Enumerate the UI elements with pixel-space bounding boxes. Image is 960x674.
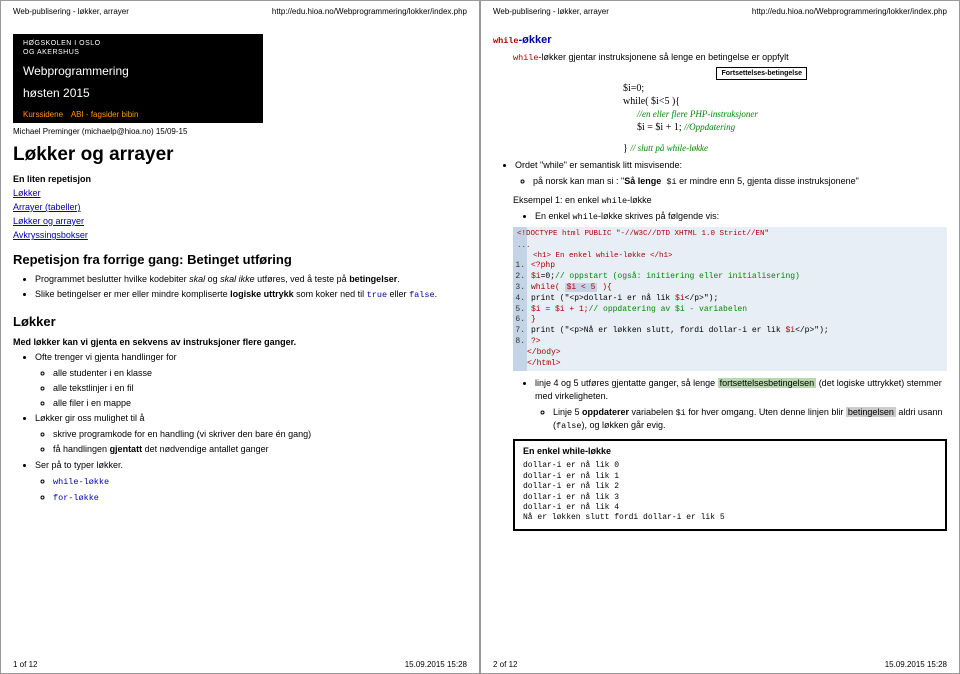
page-title: Løkker og arrayer [13, 144, 467, 166]
syntax-line: $i = $i + 1; //Oppdatering [637, 121, 947, 134]
code-line: print ("<p>Nå er løkken slutt, fordi dol… [527, 326, 947, 337]
example-1-note: En enkel while-løkke skrives på følgende… [535, 210, 947, 223]
list-item: Ordet "while" er semantisk litt misvisen… [515, 159, 947, 171]
code-line: $i=0;// oppstart (også: initiering eller… [527, 272, 947, 283]
list-item: alle studenter i en klasse [53, 367, 467, 379]
output-line: dollar-i er nå lik 1 [523, 472, 937, 482]
list-item: Ser på to typer løkker. [35, 459, 467, 471]
code-h1: <h1> En enkel while-løkke </h1> [513, 251, 947, 261]
syntax-line: } // slutt på while-løkke [623, 142, 947, 155]
header-left: Web-publisering - løkker, arrayer [493, 7, 609, 16]
page-2: Web-publisering - løkker, arrayer http:/… [480, 0, 960, 674]
page-footer: 1 of 12 15.09.2015 15:28 [13, 660, 467, 669]
header-right: http://edu.hioa.no/Webprogrammering/lokk… [752, 7, 947, 16]
code-line: </html> [513, 359, 947, 372]
banner-link-2[interactable]: ABI - fagsider bibin [71, 110, 139, 119]
while-notes: Ordet "while" er semantisk litt misvisen… [515, 159, 947, 189]
syntax-line: $i=0; [623, 82, 947, 95]
list-item: while-løkke [53, 475, 467, 488]
toc-link-3[interactable]: Løkker og arrayer [13, 216, 467, 226]
page-header: Web-publisering - løkker, arrayer http:/… [493, 7, 947, 16]
output-box: En enkel while-løkke dollar-i er nå lik … [513, 439, 947, 531]
code-dots: ... [513, 241, 947, 251]
list-item: Programmet beslutter hvilke kodebiter sk… [35, 273, 467, 285]
list-item: alle tekstlinjer i en fil [53, 382, 467, 394]
page-header: Web-publisering - løkker, arrayer http:/… [13, 7, 467, 16]
toc-link-2[interactable]: Arrayer (tabeller) [13, 202, 467, 212]
banner-logo-line2: OG AKERSHUS [23, 49, 253, 56]
heading-loops: Løkker [13, 314, 467, 329]
header-right: http://edu.hioa.no/Webprogrammering/lokk… [272, 7, 467, 16]
output-line: Nå er løkken slutt fordi dollar-i er lik… [523, 513, 937, 523]
code-doctype: <!DOCTYPE html PUBLIC "-//W3C//DTD XHTML… [513, 227, 947, 241]
example-1-title: Eksempel 1: en enkel while-løkke [513, 195, 947, 206]
list-item: Løkker gir oss mulighet til å [35, 412, 467, 424]
list-item: for-løkke [53, 491, 467, 504]
while-heading: while-økker [493, 34, 947, 46]
output-title: En enkel while-løkke [523, 446, 937, 458]
loops-subheading: Med løkker kan vi gjenta en sekvens av i… [13, 337, 467, 347]
banner-link-1[interactable]: Kurssidene [23, 110, 63, 119]
list-item: Slike betingelser er mer eller mindre ko… [35, 288, 467, 301]
author-line: Michael Preminger (michaelp@hioa.no) 15/… [13, 127, 467, 136]
code-line: ?> [527, 337, 947, 348]
while-intro: while-løkker gjentar instruksjonene så l… [513, 52, 947, 63]
list-item: få handlingen gjentatt det nødvendige an… [53, 443, 467, 455]
list-item: på norsk kan man si : "Så lenge $i er mi… [533, 175, 947, 188]
code-line: <?php [527, 261, 947, 272]
list-item: En enkel while-løkke skrives på følgende… [535, 210, 947, 223]
header-left: Web-publisering - løkker, arrayer [13, 7, 129, 16]
banner-links: Kurssidene ABI - fagsider bibin [23, 110, 253, 119]
heading-repetition: Repetisjon fra forrige gang: Betinget ut… [13, 252, 467, 267]
condition-label-box: Fortsettelses-betingelse [493, 67, 807, 80]
output-line: dollar-i er nå lik 0 [523, 461, 937, 471]
code-line: </body> [513, 348, 947, 359]
toc-link-4[interactable]: Avkryssingsbokser [13, 230, 467, 240]
list-item: Ofte trenger vi gjenta handlinger for [35, 351, 467, 363]
course-banner: HØGSKOLEN I OSLO OG AKERSHUS Webprogramm… [13, 34, 263, 123]
banner-title-2: høsten 2015 [23, 86, 253, 100]
list-item: skrive programkode for en handling (vi s… [53, 428, 467, 440]
code-line: $i = $i + 1;// oppdatering av $i - varia… [527, 305, 947, 316]
output-line: dollar-i er nå lik 4 [523, 503, 937, 513]
code-line: while( $i < 5 ){ [527, 283, 947, 294]
syntax-block: $i=0; while( $i<5 ){ //en eller flere PH… [623, 82, 947, 155]
list-item: Linje 5 oppdaterer variabelen $i for hve… [553, 406, 947, 433]
list-item: alle filer i en mappe [53, 397, 467, 409]
subheading-repetition: En liten repetisjon [13, 174, 467, 184]
footer-date: 15.09.2015 15:28 [405, 660, 467, 669]
loops-list: Ofte trenger vi gjenta handlinger for al… [35, 351, 467, 505]
code-line: } [527, 315, 947, 326]
syntax-line: //en eller flere PHP-instruksjoner [637, 108, 947, 121]
condition-label: Fortsettelses-betingelse [716, 67, 807, 80]
toc-link-1[interactable]: Løkker [13, 188, 467, 198]
footer-page-num: 2 of 12 [493, 660, 517, 669]
code-line: print ("<p>dollar-i er nå lik $i</p>"); [527, 294, 947, 305]
banner-logo-line1: HØGSKOLEN I OSLO [23, 40, 253, 47]
repetition-list: Programmet beslutter hvilke kodebiter sk… [35, 273, 467, 302]
banner-title-1: Webprogrammering [23, 64, 253, 78]
footer-page-num: 1 of 12 [13, 660, 37, 669]
page-1: Web-publisering - løkker, arrayer http:/… [0, 0, 480, 674]
code-block: <!DOCTYPE html PUBLIC "-//W3C//DTD XHTML… [513, 227, 947, 371]
list-item: linje 4 og 5 utføres gjentatte ganger, s… [535, 377, 947, 401]
code-notes: linje 4 og 5 utføres gjentatte ganger, s… [535, 377, 947, 432]
output-line: dollar-i er nå lik 2 [523, 482, 937, 492]
output-line: dollar-i er nå lik 3 [523, 493, 937, 503]
footer-date: 15.09.2015 15:28 [885, 660, 947, 669]
page-footer: 2 of 12 15.09.2015 15:28 [493, 660, 947, 669]
syntax-line: while( $i<5 ){ [623, 95, 947, 108]
